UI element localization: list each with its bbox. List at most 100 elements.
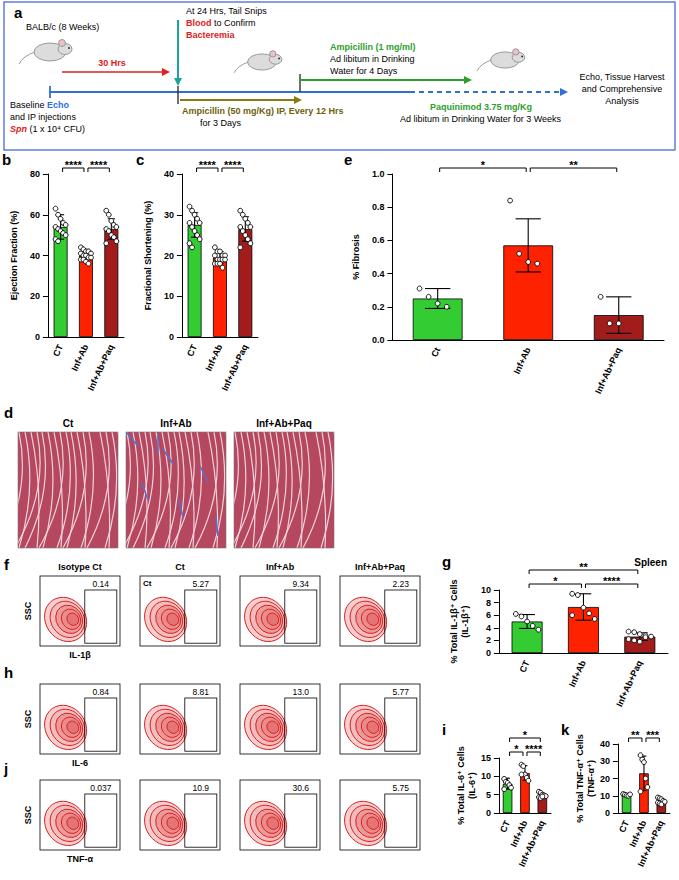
svg-text:2: 2 [486, 635, 491, 645]
svg-text:SSC: SSC [23, 709, 33, 728]
svg-text:h: h [4, 664, 13, 681]
svg-text:***: *** [646, 729, 660, 741]
svg-text:Inf+Ab: Inf+Ab [203, 342, 224, 372]
svg-text:Inf+Ab+Paq: Inf+Ab+Paq [220, 343, 250, 392]
svg-text:% Total TNF-α⁺ Cells: % Total TNF-α⁺ Cells [575, 734, 585, 823]
svg-text:0: 0 [35, 332, 40, 342]
svg-text:Spleen: Spleen [634, 557, 667, 568]
svg-text:**: ** [631, 729, 640, 741]
svg-text:for 3 Days: for 3 Days [200, 118, 242, 128]
svg-text:10: 10 [481, 771, 491, 781]
svg-text:Inf+Ab+Paq: Inf+Ab+Paq [517, 819, 547, 868]
svg-text:80: 80 [30, 169, 40, 179]
svg-text:SSC: SSC [23, 601, 33, 620]
svg-text:0: 0 [486, 648, 491, 658]
svg-text:Baseline Echo: Baseline Echo [10, 100, 70, 110]
svg-text:2.23: 2.23 [393, 579, 410, 589]
svg-text:0: 0 [486, 808, 491, 818]
svg-text:Fractional Shortening (%): Fractional Shortening (%) [143, 201, 153, 311]
svg-text:% Total IL-6⁺ Cells: % Total IL-6⁺ Cells [456, 746, 466, 825]
svg-text:Inf+Ab+Paq: Inf+Ab+Paq [614, 659, 644, 708]
svg-text:Ct: Ct [429, 346, 442, 359]
svg-text:0.2: 0.2 [372, 302, 385, 312]
svg-text:j: j [3, 760, 8, 777]
svg-text:Inf+Ab+Paq: Inf+Ab+Paq [256, 418, 312, 429]
svg-text:10.9: 10.9 [193, 783, 210, 793]
svg-text:9.34: 9.34 [293, 579, 310, 589]
svg-text:*: * [523, 729, 528, 741]
svg-text:and IP injections: and IP injections [10, 112, 76, 122]
svg-text:Isotype Ct: Isotype Ct [58, 562, 102, 572]
svg-text:30: 30 [600, 756, 610, 766]
svg-text:*: * [514, 743, 519, 755]
svg-text:Ejection Fraction (%): Ejection Fraction (%) [9, 211, 19, 301]
svg-text:CT: CT [185, 342, 199, 358]
svg-text:Echo, Tissue Harvest: Echo, Tissue Harvest [579, 72, 665, 82]
svg-text:Ampicillin (1 mg/ml): Ampicillin (1 mg/ml) [330, 42, 416, 52]
svg-text:40: 40 [164, 169, 174, 179]
svg-text:**: ** [569, 159, 578, 171]
svg-text:Analysis: Analysis [605, 96, 639, 106]
svg-text:Inf+Ab: Inf+Ab [160, 418, 191, 429]
svg-text:Inf+Ab+Paq: Inf+Ab+Paq [593, 346, 623, 395]
svg-text:Paquinimod 3.75 mg/Kg: Paquinimod 3.75 mg/Kg [430, 102, 532, 112]
svg-text:5.77: 5.77 [393, 687, 410, 697]
svg-text:(IL-1β⁺): (IL-1β⁺) [460, 605, 470, 637]
svg-text:0.6: 0.6 [372, 235, 385, 245]
svg-text:Spn (1 x 10⁴ CFU): Spn (1 x 10⁴ CFU) [10, 124, 85, 134]
svg-text:6: 6 [486, 610, 491, 620]
svg-text:(IL-6⁺): (IL-6⁺) [467, 772, 477, 799]
svg-text:0.14: 0.14 [93, 579, 110, 589]
svg-text:SSC: SSC [23, 805, 33, 824]
svg-text:*: * [553, 575, 558, 587]
svg-text:30 Hrs: 30 Hrs [98, 58, 126, 68]
svg-text:Inf+Ab: Inf+Ab [266, 562, 295, 572]
svg-text:BALB/c (8 Weeks): BALB/c (8 Weeks) [26, 22, 99, 32]
svg-text:Bacteremia: Bacteremia [186, 30, 236, 40]
svg-text:8.81: 8.81 [193, 687, 210, 697]
svg-text:Ad libitum in Drinking: Ad libitum in Drinking [330, 54, 415, 64]
svg-text:d: d [4, 404, 13, 421]
svg-text:30: 30 [164, 210, 174, 220]
svg-text:TNF-α: TNF-α [67, 854, 93, 864]
svg-text:10: 10 [481, 585, 491, 595]
svg-text:Inf+Ab: Inf+Ab [69, 342, 90, 372]
svg-text:0.0: 0.0 [372, 335, 385, 345]
svg-text:5.27: 5.27 [193, 579, 210, 589]
svg-text:0: 0 [169, 332, 174, 342]
svg-text:20: 20 [30, 291, 40, 301]
svg-text:20: 20 [600, 774, 610, 784]
svg-text:Inf+Ab+Paq: Inf+Ab+Paq [355, 562, 405, 572]
svg-text:0.037: 0.037 [90, 783, 112, 793]
svg-text:15: 15 [481, 753, 491, 763]
svg-text:% Fibrosis: % Fibrosis [351, 234, 361, 280]
svg-text:*: * [481, 159, 486, 171]
svg-text:g: g [442, 553, 451, 570]
svg-text:a: a [14, 4, 23, 21]
svg-text:IL-1β: IL-1β [69, 650, 91, 660]
svg-text:****: **** [90, 159, 108, 171]
svg-text:IL-6: IL-6 [72, 758, 88, 768]
svg-text:At 24 Hrs, Tail Snips: At 24 Hrs, Tail Snips [186, 6, 267, 16]
svg-text:Ampicillin (50 mg/Kg) IP, Ever: Ampicillin (50 mg/Kg) IP, Every 12 Hrs [182, 106, 343, 116]
svg-text:Inf+Ab+Paq: Inf+Ab+Paq [636, 819, 666, 868]
svg-text:0.8: 0.8 [372, 202, 385, 212]
svg-text:40: 40 [600, 739, 610, 749]
svg-text:40: 40 [30, 251, 40, 261]
svg-text:10: 10 [164, 291, 174, 301]
svg-text:****: **** [199, 159, 217, 171]
svg-text:CT: CT [498, 818, 512, 834]
svg-text:and Comprehensive: and Comprehensive [582, 84, 663, 94]
svg-text:****: **** [525, 743, 543, 755]
svg-text:i: i [442, 721, 446, 738]
svg-text:Inf+Ab: Inf+Ab [512, 345, 533, 375]
svg-text:CT: CT [617, 818, 631, 834]
svg-text:**: ** [579, 561, 588, 573]
svg-text:(TNF-α⁺): (TNF-α⁺) [586, 760, 596, 797]
svg-text:f: f [4, 556, 10, 573]
svg-text:b: b [2, 151, 11, 168]
svg-text:5.75: 5.75 [393, 783, 410, 793]
svg-text:Ct: Ct [143, 579, 152, 588]
svg-text:Ct: Ct [63, 418, 74, 429]
svg-text:e: e [344, 151, 352, 168]
